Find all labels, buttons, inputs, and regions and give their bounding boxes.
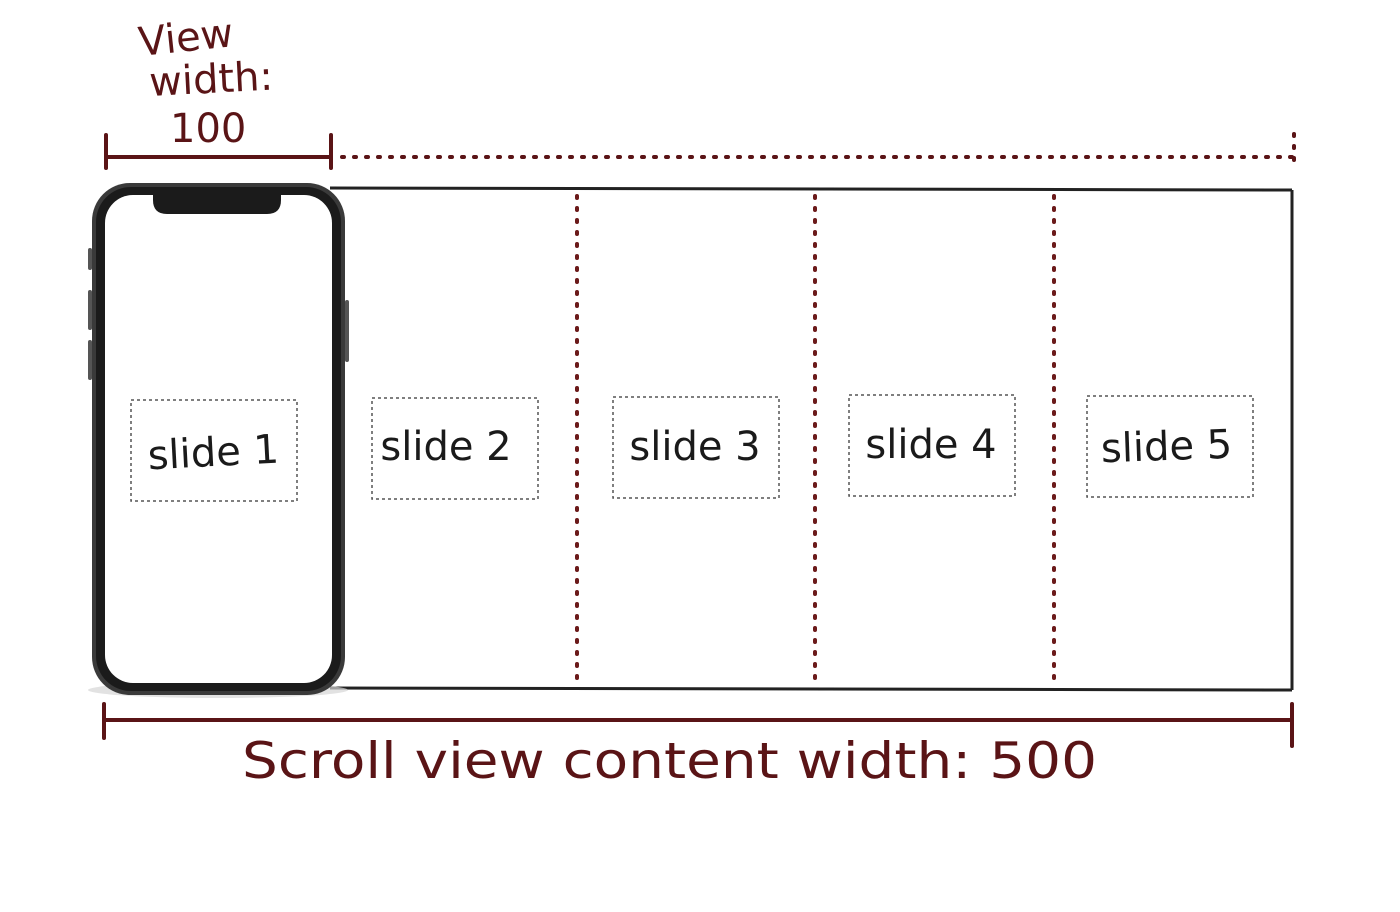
scroll-content-frame-top [329, 186, 1293, 192]
slide-label: slide 1 [147, 427, 280, 480]
slide-4: slide 4 [848, 394, 1016, 497]
phone-side-button [88, 340, 92, 380]
slide-label: slide 3 [629, 424, 760, 470]
slide-2: slide 2 [371, 397, 539, 500]
phone-side-button [88, 248, 92, 270]
phone-notch [153, 195, 281, 214]
smartphone-icon [88, 183, 349, 698]
slide-box [1086, 395, 1254, 498]
phone-side-button [345, 300, 349, 362]
slide-1: slide 1 [130, 399, 298, 502]
slide-5: slide 5 [1086, 395, 1254, 498]
slide-box [612, 396, 780, 499]
slide-label: slide 2 [380, 424, 511, 470]
slide-3: slide 3 [612, 396, 780, 499]
phone-side-button [88, 290, 92, 330]
content-width-label: Scroll view content width: 500 [242, 732, 1097, 790]
slide-label: slide 4 [865, 422, 996, 468]
scroll-content-frame [329, 186, 1294, 692]
slide-box [371, 397, 539, 500]
phone-screen [105, 195, 332, 683]
content-width-annotation: Scroll view content width: 500 [102, 702, 1294, 790]
view-width-label-line2: width: [148, 54, 274, 106]
scroll-content-frame-bottom [329, 686, 1293, 692]
slide-box [848, 394, 1016, 497]
slide-dividers [575, 194, 1056, 690]
slide-label: slide 5 [1100, 422, 1233, 473]
view-width-value: 100 [170, 106, 246, 152]
view-width-annotation: View width: 100 [104, 10, 1296, 172]
slide-box [130, 399, 298, 502]
view-width-label-line1: View [136, 10, 235, 66]
